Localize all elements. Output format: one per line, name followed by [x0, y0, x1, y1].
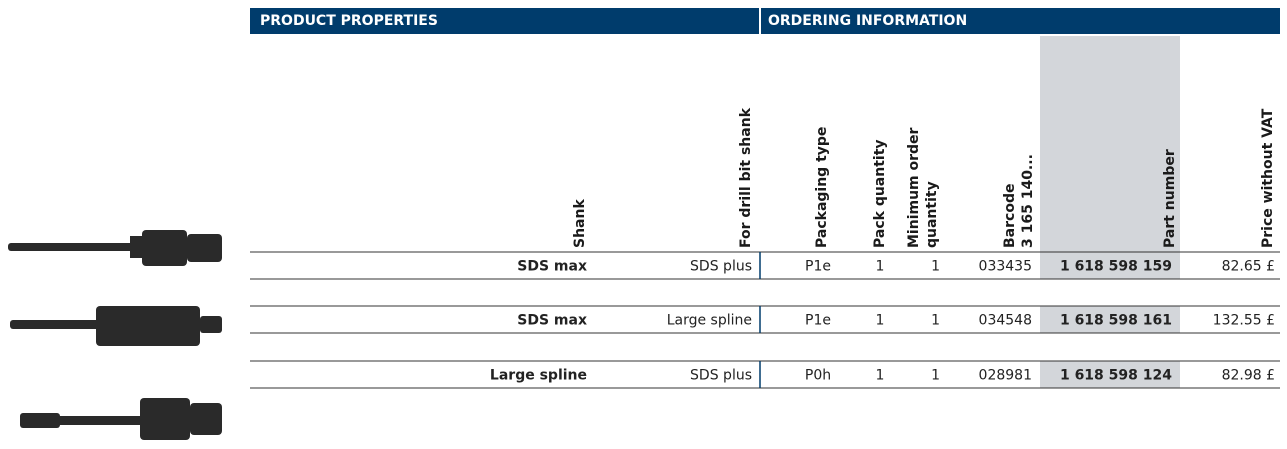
- cell: SDS plus: [690, 368, 752, 384]
- cell: 1: [931, 368, 940, 384]
- cell: SDS plus: [690, 259, 752, 275]
- cell: 132.55 £: [1213, 313, 1275, 329]
- highlight-cell: [1040, 361, 1180, 388]
- cell: Large spline: [667, 313, 752, 329]
- column-header: Packaging type: [814, 127, 830, 248]
- product-image: [20, 398, 222, 440]
- cell: 1: [876, 259, 885, 275]
- cell: 1: [931, 259, 940, 275]
- cell: 1 618 598 161: [1060, 313, 1172, 329]
- cell: Large spline: [490, 368, 587, 384]
- highlight-cell: [1040, 252, 1180, 279]
- column-header: 3 165 140...: [1020, 154, 1036, 248]
- section-title: PRODUCT PROPERTIES: [260, 13, 438, 29]
- cell: 1: [931, 313, 940, 329]
- cell: 033435: [979, 259, 1032, 275]
- cell: 1: [876, 313, 885, 329]
- cell: P1e: [805, 313, 831, 329]
- product-image: [8, 230, 222, 266]
- cell: 1 618 598 124: [1060, 368, 1172, 384]
- column-header: Pack quantity: [872, 139, 888, 248]
- cell: 1 618 598 159: [1060, 259, 1172, 275]
- cell: 82.65 £: [1222, 259, 1275, 275]
- section-title: ORDERING INFORMATION: [768, 13, 967, 29]
- cell: SDS max: [517, 259, 587, 275]
- cell: 034548: [979, 313, 1032, 329]
- column-header: Shank: [572, 199, 588, 248]
- column-header: Minimum order: [906, 127, 922, 248]
- column-header: Barcode: [1002, 184, 1018, 248]
- product-image: [10, 306, 222, 346]
- cell: 82.98 £: [1222, 368, 1275, 384]
- cell: SDS max: [517, 313, 587, 329]
- column-header: quantity: [924, 181, 940, 248]
- column-header: Part number: [1162, 149, 1178, 248]
- header-bar: [250, 8, 1280, 34]
- highlight-cell: [1040, 306, 1180, 333]
- cell: 028981: [979, 368, 1032, 384]
- cell: 1: [876, 368, 885, 384]
- highlight-column: [1040, 36, 1180, 252]
- column-header: Price without VAT: [1260, 108, 1276, 248]
- column-header: For drill bit shank: [738, 107, 754, 248]
- cell: P0h: [805, 368, 831, 384]
- cell: P1e: [805, 259, 831, 275]
